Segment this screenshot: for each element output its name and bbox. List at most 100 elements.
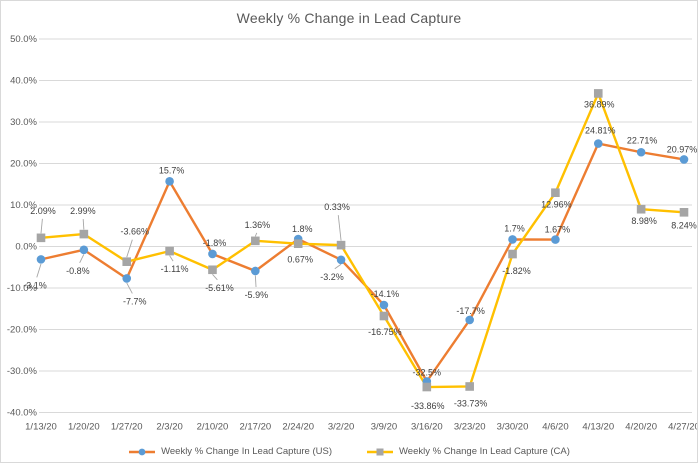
data-label-us-12: 1.67% [545, 225, 571, 235]
x-axis-tick-label: 1/13/20 [25, 422, 57, 433]
y-axis-tick-label: -20.0% [7, 325, 38, 336]
us-series-legend-glyph [129, 448, 156, 455]
data-point-ca-7[interactable] [336, 240, 346, 250]
data-label-us-10: -17.7% [456, 306, 485, 316]
data-point-us-4[interactable] [208, 249, 217, 259]
data-point-ca-9[interactable] [422, 382, 432, 392]
data-label-ca-4: -5.61% [205, 283, 234, 293]
data-label-us-6: 1.8% [292, 224, 313, 234]
label-leader-line [126, 239, 133, 258]
data-point-ca-6[interactable] [293, 239, 303, 249]
data-point-us-15[interactable] [679, 155, 689, 164]
x-axis-tick-label: 4/13/20 [582, 422, 614, 433]
data-label-ca-14: 8.98% [631, 216, 657, 226]
data-point-us-7[interactable] [336, 255, 346, 265]
x-axis-tick-label: 4/27/20 [668, 422, 698, 433]
series-line-us[interactable] [39, 142, 686, 383]
data-label-ca-13: 36.89% [584, 99, 615, 109]
data-point-us-0[interactable] [36, 255, 46, 264]
data-label-us-7: -3.2% [320, 272, 344, 282]
data-point-ca-11[interactable] [508, 249, 517, 259]
x-axis-tick-label: 2/10/20 [197, 422, 229, 433]
data-label-us-4: -1.8% [203, 238, 227, 248]
y-axis-tick-label: 20.0% [10, 159, 37, 170]
data-point-us-10[interactable] [465, 315, 474, 325]
data-label-ca-11: -1.82% [502, 266, 531, 276]
data-point-ca-15[interactable] [679, 208, 689, 217]
label-leader-line [337, 215, 342, 241]
series-line-ca[interactable] [39, 92, 686, 389]
x-axis-tick-label: 4/20/20 [625, 422, 657, 433]
data-label-us-2: -7.7% [123, 296, 147, 306]
data-point-us-1[interactable] [79, 245, 89, 255]
data-label-ca-2: -3.66% [120, 227, 149, 237]
legend-item-us[interactable]: Weekly % Change In Lead Capture (US) [128, 446, 332, 457]
label-leader-line [79, 254, 85, 264]
legend: Weekly % Change In Lead Capture (US) Wee… [1, 446, 697, 457]
data-point-ca-14[interactable] [636, 204, 646, 214]
y-axis-tick-label: -30.0% [7, 366, 38, 377]
data-point-ca-3[interactable] [165, 246, 174, 256]
legend-label-ca: Weekly % Change In Lead Capture (CA) [399, 446, 570, 457]
data-point-us-14[interactable] [636, 147, 646, 157]
y-axis-tick-label: 50.0% [10, 34, 37, 45]
label-leader-line [36, 263, 42, 278]
y-axis-tick-label: 10.0% [10, 200, 37, 211]
data-point-us-3[interactable] [165, 177, 174, 186]
x-axis-tick-label: 2/17/20 [239, 422, 271, 433]
data-point-ca-8[interactable] [379, 311, 389, 321]
label-leader-line [254, 275, 257, 288]
x-axis-tick-label: 3/2/20 [328, 422, 354, 433]
data-point-ca-0[interactable] [36, 233, 46, 243]
y-axis-tick-label: 40.0% [10, 76, 37, 87]
y-axis-tick-label: -10.0% [7, 283, 38, 294]
x-axis-tick-label: 1/20/20 [68, 422, 100, 433]
legend-item-ca[interactable]: Weekly % Change In Lead Capture (CA) [366, 446, 570, 457]
data-label-us-3: 15.7% [159, 165, 185, 175]
data-point-us-8[interactable] [379, 300, 389, 310]
data-label-ca-10: -33.73% [454, 398, 488, 408]
x-axis-tick-label: 2/24/20 [282, 422, 314, 433]
y-axis-tick-label: 30.0% [10, 117, 37, 128]
chart-title: Weekly % Change in Lead Capture [236, 10, 462, 26]
data-point-ca-12[interactable] [551, 188, 560, 198]
data-label-us-8: -14.1% [371, 289, 400, 299]
data-point-ca-1[interactable] [79, 229, 89, 239]
x-axis-tick-label: 3/16/20 [411, 422, 443, 433]
data-label-ca-0: 2.09% [30, 206, 56, 216]
data-point-us-2[interactable] [122, 274, 132, 283]
data-label-us-13: 24.81% [585, 126, 616, 136]
legend-label-us: Weekly % Change In Lead Capture (US) [161, 446, 332, 457]
x-axis-tick-label: 4/6/20 [542, 422, 568, 433]
label-leader-line [254, 232, 258, 237]
data-label-ca-5: 1.36% [245, 220, 271, 230]
data-point-us-13[interactable] [593, 139, 603, 148]
data-label-us-1: -0.8% [66, 266, 90, 276]
data-point-us-11[interactable] [508, 235, 517, 244]
data-label-ca-9: -33.86% [411, 401, 445, 411]
data-label-us-11: 1.7% [504, 223, 525, 233]
ca-series-legend-glyph [367, 448, 393, 455]
y-axis-tick-label: -40.0% [7, 408, 38, 419]
data-label-ca-12: 12.96% [541, 200, 572, 210]
data-point-ca-5[interactable] [251, 236, 260, 246]
data-point-ca-13[interactable] [593, 89, 603, 98]
data-point-ca-10[interactable] [465, 382, 474, 391]
label-leader-line [212, 273, 218, 281]
x-axis-tick-label: 2/3/20 [156, 422, 182, 433]
data-label-us-15: 20.97% [667, 144, 698, 154]
data-label-ca-1: 2.99% [70, 206, 96, 216]
x-axis-tick-label: 3/30/20 [497, 422, 529, 433]
label-leader-line [169, 255, 174, 262]
data-point-ca-2[interactable] [122, 257, 132, 266]
x-axis-tick-label: 3/23/20 [454, 422, 486, 433]
label-leader-line [334, 263, 342, 270]
data-point-ca-4[interactable] [208, 265, 217, 275]
label-leader-line [40, 218, 43, 234]
x-axis-tick-label: 3/9/20 [371, 422, 397, 433]
data-point-us-5[interactable] [251, 266, 260, 276]
data-point-us-12[interactable] [551, 235, 560, 244]
data-label-ca-8: -16.75% [368, 327, 402, 337]
